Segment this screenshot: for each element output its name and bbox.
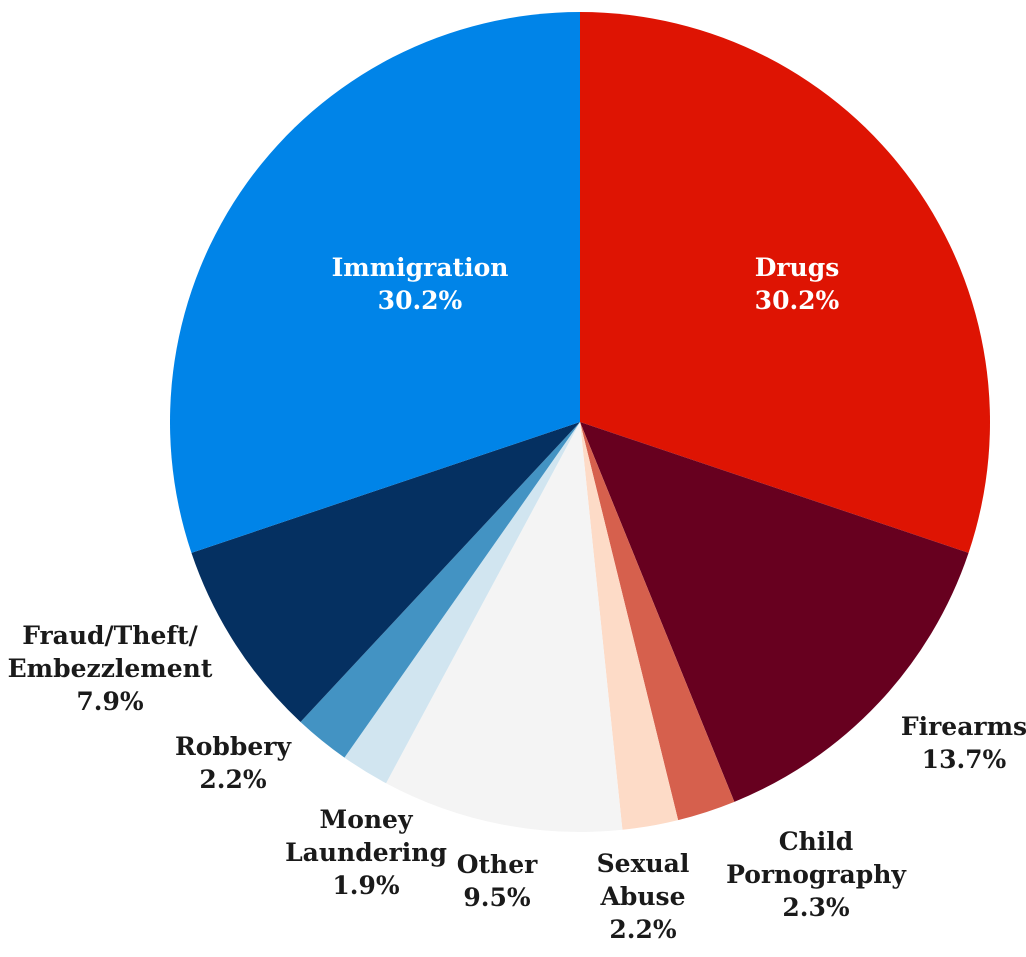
slice-percent-child-pornography: 2.3% xyxy=(782,893,849,922)
slice-name-sexual-abuse: Abuse xyxy=(599,882,685,911)
slice-other xyxy=(386,422,623,832)
slice-name-sexual-abuse: Sexual xyxy=(597,849,690,878)
slice-name-other: Other xyxy=(457,850,538,879)
slice-name-child-pornography: Pornography xyxy=(726,860,907,889)
slice-name-money-laundering: Money xyxy=(320,805,414,834)
slice-label-child-pornography: Child Pornography 2.3% xyxy=(726,827,907,922)
slice-label-firearms: Firearms 13.7% xyxy=(901,712,1026,774)
slice-percent-robbery: 2.2% xyxy=(199,765,266,794)
slice-percent-drugs: 30.2% xyxy=(755,286,840,315)
slice-immigration xyxy=(169,12,581,553)
slice-percent-money-laundering: 1.9% xyxy=(332,871,399,900)
slice-money-laundering xyxy=(344,422,580,784)
slice-label-sexual-abuse: Sexual Abuse 2.2% xyxy=(597,849,690,944)
slice-name-fraud-theft-embezzlement: Fraud/Theft/ xyxy=(22,621,198,650)
slice-name-drugs: Drugs xyxy=(755,253,840,282)
slice-name-immigration: Immigration xyxy=(332,253,509,282)
slice-name-robbery: Robbery xyxy=(175,732,292,761)
slice-fraud-theft-embezzlement xyxy=(191,422,580,722)
slice-name-fraud-theft-embezzlement: Embezzlement xyxy=(8,654,213,683)
slice-firearms xyxy=(580,422,969,802)
slice-percent-immigration: 30.2% xyxy=(378,286,463,315)
slice-label-fraud-theft-embezzlement: Fraud/Theft/Embezzlement 7.9% xyxy=(8,621,213,716)
slice-name-firearms: Firearms xyxy=(901,712,1026,741)
slice-label-money-laundering: Money Laundering 1.9% xyxy=(285,805,447,900)
slice-name-child-pornography: Child xyxy=(779,827,854,856)
slice-label-immigration: Immigration 30.2% xyxy=(332,253,509,315)
pie-slices xyxy=(169,12,991,832)
slice-robbery xyxy=(300,422,580,758)
slice-label-drugs: Drugs 30.2% xyxy=(755,253,840,315)
slice-percent-sexual-abuse: 2.2% xyxy=(609,915,676,944)
slice-child-pornography xyxy=(580,422,735,821)
slice-name-money-laundering: Laundering xyxy=(285,838,447,867)
slice-sexual-abuse xyxy=(580,422,679,830)
slice-drugs xyxy=(580,12,991,553)
slice-label-other: Other 9.5% xyxy=(457,850,538,912)
slice-percent-fraud-theft-embezzlement: 7.9% xyxy=(76,687,143,716)
slice-percent-firearms: 13.7% xyxy=(922,745,1007,774)
slice-label-robbery: Robbery 2.2% xyxy=(175,732,292,794)
slice-percent-other: 9.5% xyxy=(463,883,530,912)
pie-labels: Drugs 30.2% Firearms 13.7% Child Pornography 2… xyxy=(8,253,1026,944)
